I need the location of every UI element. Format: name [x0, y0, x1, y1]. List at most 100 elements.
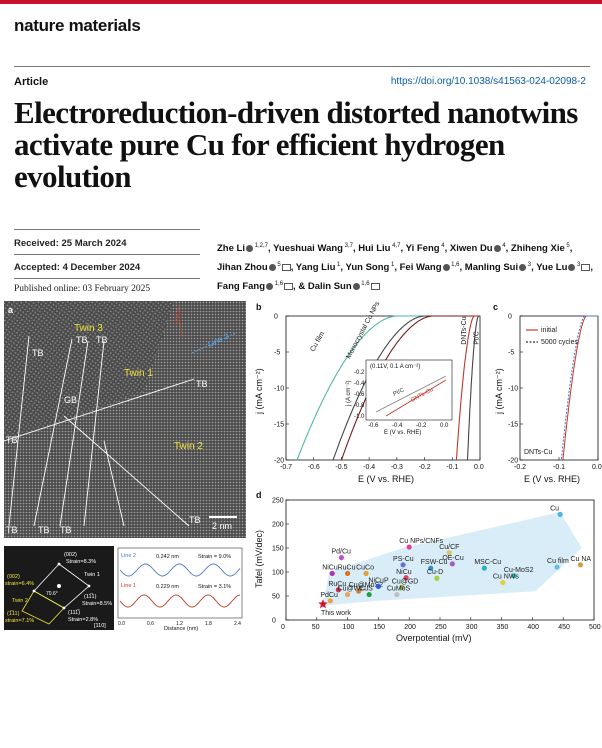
panel-d-point [329, 570, 335, 577]
author-12[interactable]: Fang Fang 1,6 [217, 281, 294, 292]
panel-d-point [481, 565, 487, 571]
panel-d-point [399, 584, 405, 590]
panel-b-inset-ytick: -0.2 [354, 370, 365, 376]
panel-d-point [345, 591, 351, 598]
received-date: Received: 25 March 2024 [14, 238, 127, 249]
panel-d-point-label-25: This work [321, 610, 351, 617]
profile-xtick: 2.4 [234, 621, 241, 627]
doi-link[interactable]: https://doi.org/10.1038/s41563-024-02098… [390, 76, 586, 87]
fft-strain-b: strain=6.4% [5, 581, 34, 587]
panel-b-xtick-label: -0.6 [308, 464, 320, 471]
twin1-label: Twin 1 [124, 368, 153, 379]
mail-icon[interactable] [581, 264, 591, 272]
panel-d-point-label-8: Cu film [547, 558, 569, 565]
author-3[interactable]: Yi Feng 4 [405, 243, 445, 255]
panel-d-point [345, 570, 351, 577]
journal-name[interactable]: nature materials [14, 16, 141, 35]
author-5[interactable]: Zhiheng Xie 5 [510, 243, 570, 255]
panel-b-xlabel: E (V vs. RHE) [358, 474, 414, 484]
article-title: Electroreduction-driven distorted nanotw… [14, 95, 578, 194]
orcid-icon[interactable] [519, 264, 527, 272]
fft-angle: 70.6° [46, 591, 58, 597]
panel-d-ytick-label: 250 [272, 498, 284, 505]
panel-d-point-label-11: RuCu [338, 564, 356, 571]
orcid-icon[interactable] [268, 264, 276, 272]
panel-d-ytick-label: 100 [272, 570, 284, 577]
orcid-icon[interactable] [442, 264, 450, 272]
panel-d-point-label-7: MSC-Cu [474, 559, 501, 566]
panel-d-point [363, 570, 369, 577]
author-11[interactable]: Yue Lu 3 [536, 262, 591, 273]
panel-a-line-profile: Line 2 0.242 nm Strain = 9.0% Line 1 0.2… [116, 546, 246, 632]
panel-a-label: a [8, 305, 14, 315]
author-13[interactable]: & Dalin Sun 1,6 [298, 281, 380, 292]
tb-label-9: TB [189, 515, 201, 525]
panel-d-ytick-label: 0 [272, 618, 276, 625]
author-0[interactable]: Zhe Li 1,2,7 [217, 243, 268, 255]
orcid-icon[interactable] [266, 283, 274, 291]
panel-d-xtick-label: 0 [281, 624, 285, 631]
panel-b-inset-label: (0.11V, 0.1 A cm⁻²) [370, 364, 420, 370]
fft-strain-d: strain=7.1% [5, 618, 34, 624]
panel-c-ylabel: j (mA cm⁻²) [494, 368, 504, 415]
panel-d-xtick-label: 50 [312, 624, 320, 631]
panel-b-label-cufilm: Cu film [309, 330, 326, 353]
fft-002-a: (002) [64, 552, 77, 558]
panel-b-series-1 [332, 315, 425, 461]
mail-icon[interactable] [284, 283, 294, 291]
panel-b-inset-xtick: -0.6 [368, 423, 379, 429]
orcid-icon[interactable] [352, 283, 360, 291]
author-7[interactable]: Yang Liu 1 [295, 262, 341, 274]
orcid-icon[interactable] [245, 245, 253, 253]
orcid-icon[interactable] [493, 245, 501, 253]
panel-c-xtick-label: -0.1 [553, 464, 565, 471]
panel-c-xlabel: E (V vs. RHE) [524, 474, 580, 484]
panel-c-ytick-label: 0 [508, 314, 512, 321]
panel-d-xtick-label: 350 [497, 624, 509, 631]
mail-icon[interactable] [370, 283, 380, 291]
orcid-icon[interactable] [568, 264, 576, 272]
panel-b-ylabel: j (mA cm⁻²) [254, 368, 264, 415]
panel-d-point-label-13: NiCu [396, 569, 412, 576]
panel-d-point-label-20: Cu@GD [392, 578, 419, 585]
tb-label-4: TB [196, 379, 208, 389]
profile-xtick: 1.8 [205, 621, 212, 627]
author-6[interactable]: Jihan Zhou 5 [217, 262, 291, 273]
author-4[interactable]: Xiwen Du 4 [449, 243, 506, 255]
panel-b-ytick-label: -5 [274, 350, 280, 357]
author-10[interactable]: Manling Sui 3 [464, 262, 532, 274]
panel-d-point-label-15: Cu-MoS2 [504, 567, 534, 574]
tb-label-8: TB [60, 525, 72, 535]
profile-d2: 0.242 nm [156, 554, 179, 560]
author-8[interactable]: Yun Song 1 [345, 262, 395, 274]
panel-b-inset-ytick: -0.4 [354, 381, 365, 387]
panel-b-inset-ytick: -1.0 [354, 414, 365, 420]
panel-b-xtick-label: -0.4 [363, 464, 375, 471]
panel-c-ytick-label: -15 [508, 422, 518, 429]
panel-b-series-0 [296, 315, 397, 461]
panel-d-xtick-label: 250 [435, 624, 447, 631]
author-9[interactable]: Fei Wang 1,6 [399, 262, 460, 274]
panel-d-point-label-18: Cu@MoS2 [349, 582, 383, 589]
profile-d1: 0.229 nm [156, 584, 179, 590]
panel-b-inset-series-ptc: Pt/C [392, 387, 406, 398]
panel-a-tem-image: a Twin 3 Twin 1 Twin 2 TB TB TB TB TB TB… [4, 301, 246, 538]
author-1[interactable]: Yueshuai Wang 3,7 [273, 243, 353, 255]
panel-d-point-label-14: Cu-D [427, 569, 443, 576]
panel-d-point-label-2: Cu/CF [439, 544, 459, 551]
dates-divider-top [14, 229, 200, 230]
mail-icon[interactable] [281, 264, 291, 272]
article-type: Article [14, 76, 49, 88]
panel-b-inset-xtick: 0.0 [440, 423, 449, 429]
panel-c-series-initial [562, 315, 587, 461]
author-2[interactable]: Hui Liu 4,7 [358, 243, 401, 255]
panel-b-inset-ylabel: j (A cm⁻²) [346, 381, 352, 408]
panel-d-point-label-22: CuS [359, 586, 373, 593]
panel-d-point-label-21: Cu@WC [338, 586, 366, 593]
panel-c-ytick-label: -5 [508, 350, 514, 357]
panel-d-point [577, 562, 584, 568]
panel-d-point [356, 588, 362, 594]
dates-divider-2 [14, 278, 200, 279]
panel-b-xtick-label: 0.0 [474, 464, 484, 471]
panel-d-point-label-19: NiCuP [368, 577, 389, 584]
